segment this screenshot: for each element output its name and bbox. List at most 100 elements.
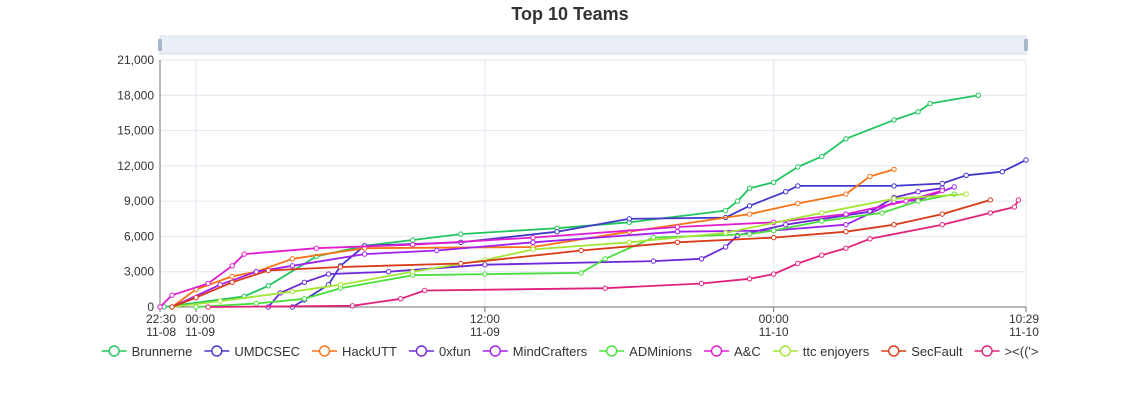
- data-point: [843, 229, 849, 235]
- legend-item[interactable]: SecFault: [881, 344, 963, 359]
- data-point: [398, 296, 404, 302]
- data-point: [915, 109, 921, 115]
- series-layer: [157, 92, 1029, 310]
- data-point: [169, 292, 175, 298]
- y-tick-label: 3,000: [124, 265, 154, 279]
- x-tick-label: 11-10: [759, 325, 789, 339]
- data-point: [879, 210, 885, 216]
- y-tick-label: 6,000: [124, 229, 154, 243]
- x-tick-label: 11-10: [1009, 325, 1039, 339]
- legend-label: 0xfun: [439, 344, 471, 359]
- data-point: [458, 231, 464, 237]
- series: [205, 197, 1022, 310]
- data-point: [674, 229, 681, 235]
- data-point: [867, 236, 873, 242]
- legend-item[interactable]: ><(('>: [974, 344, 1039, 359]
- data-point: [1023, 157, 1029, 163]
- data-point: [819, 153, 825, 160]
- data-zoom-slider[interactable]: [158, 35, 1028, 55]
- y-axis: 0 3,000 6,000 9,000 12,000 15,000 18,000 21,000: [117, 53, 161, 314]
- data-point: [771, 234, 777, 241]
- data-point: [482, 262, 488, 268]
- legend-items[interactable]: Brunnerne UMDCSEC HackUTT 0xfun MindCrafters…: [101, 344, 1039, 359]
- series: [169, 197, 993, 310]
- legend-symbol-circle: [489, 345, 501, 357]
- zoom-handle-right[interactable]: [1024, 39, 1028, 51]
- data-point: [771, 271, 777, 277]
- data-point: [482, 271, 488, 277]
- data-point: [927, 100, 933, 107]
- data-point: [193, 294, 199, 301]
- legend-item[interactable]: A&C: [704, 344, 761, 359]
- data-point: [891, 117, 897, 123]
- data-point: [939, 187, 945, 194]
- data-point: [963, 191, 969, 197]
- data-point: [674, 224, 681, 230]
- legend-item[interactable]: ttc enjoyers: [772, 344, 870, 359]
- data-point: [819, 210, 825, 216]
- data-point: [939, 222, 945, 228]
- data-point: [674, 239, 681, 246]
- data-point: [265, 283, 271, 289]
- data-point: [795, 260, 801, 267]
- data-point: [530, 239, 536, 246]
- data-point: [891, 222, 897, 228]
- data-point: [530, 246, 536, 253]
- legend-symbol-circle: [108, 345, 120, 357]
- data-point: [422, 287, 428, 294]
- data-point: [843, 211, 849, 217]
- data-point: [771, 179, 777, 186]
- x-tick-label: 11-09: [185, 325, 215, 339]
- data-point: [229, 279, 235, 285]
- data-point: [602, 285, 608, 291]
- data-point: [626, 239, 632, 246]
- legend-item[interactable]: MindCrafters: [482, 344, 588, 359]
- data-point: [241, 251, 247, 257]
- legend[interactable]: Brunnerne UMDCSEC HackUTT 0xfun MindCrafters…: [101, 344, 1039, 359]
- legend-item[interactable]: UMDCSEC: [204, 344, 300, 359]
- y-tick-label: 12,000: [117, 159, 154, 173]
- data-point: [819, 252, 825, 258]
- data-point: [410, 242, 416, 248]
- series-line: [208, 199, 1020, 308]
- data-point: [337, 282, 344, 288]
- data-point: [265, 267, 271, 274]
- data-point: [698, 280, 705, 287]
- zoom-handle-left[interactable]: [158, 39, 162, 51]
- data-point: [746, 203, 753, 209]
- data-point: [626, 216, 632, 222]
- legend-item[interactable]: HackUTT: [312, 344, 397, 359]
- legend-label: MindCrafters: [513, 344, 588, 359]
- data-point: [746, 276, 753, 282]
- data-point: [843, 222, 849, 228]
- data-point: [410, 269, 416, 275]
- y-tick-label: 0: [147, 300, 154, 314]
- legend-item[interactable]: 0xfun: [408, 344, 471, 359]
- data-point: [975, 92, 981, 99]
- data-point: [289, 289, 296, 295]
- data-point: [229, 273, 235, 280]
- data-point: [891, 183, 897, 189]
- series: [157, 187, 945, 310]
- legend-item[interactable]: Brunnerne: [101, 344, 193, 359]
- legend-label: ttc enjoyers: [803, 344, 870, 359]
- data-point: [325, 271, 332, 277]
- legend-item[interactable]: ADMinions: [599, 344, 693, 359]
- data-point: [722, 207, 729, 214]
- y-tick-label: 9,000: [124, 194, 154, 208]
- x-tick-label: 11-08: [146, 325, 176, 339]
- data-point: [650, 258, 657, 264]
- data-point: [843, 191, 849, 197]
- legend-label: Brunnerne: [132, 344, 193, 359]
- data-point: [771, 227, 777, 234]
- data-point: [843, 136, 849, 142]
- legend-symbol-circle: [710, 345, 723, 357]
- x-tick-label: 11-09: [470, 325, 500, 339]
- chart-title: Top 10 Teams: [511, 4, 628, 24]
- zoom-selection[interactable]: [160, 36, 1026, 54]
- data-point: [554, 229, 560, 235]
- data-point: [999, 169, 1005, 175]
- legend-symbol-circle: [415, 345, 428, 357]
- x-tick-label: 22:30: [146, 312, 176, 326]
